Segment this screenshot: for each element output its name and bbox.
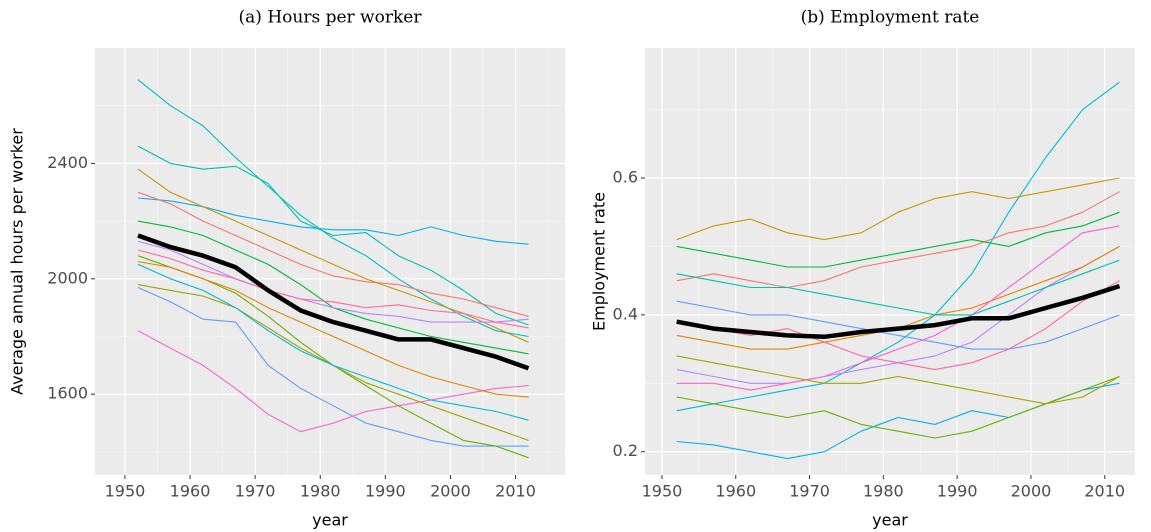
x-tick-label: 1980 <box>863 482 904 501</box>
series-line <box>137 191 529 317</box>
mean-line <box>676 283 1121 340</box>
y-axis-title: Employment rate <box>590 192 609 331</box>
series-line <box>137 249 529 329</box>
y-tick-label: 1600 <box>47 384 88 403</box>
x-tick-label: 2010 <box>495 482 536 501</box>
x-tick-label: 1970 <box>235 482 276 501</box>
series-line <box>137 330 529 433</box>
x-tick-label: 1990 <box>937 482 978 501</box>
x-tick-label: 1960 <box>170 482 211 501</box>
x-tick-label: 1970 <box>789 482 830 501</box>
series-line <box>676 300 1120 350</box>
x-tick-label: 1960 <box>715 482 756 501</box>
x-tick-label: 1990 <box>365 482 406 501</box>
series-line <box>676 355 1120 405</box>
series-line <box>137 260 529 398</box>
series-line <box>137 79 529 338</box>
x-tick-label: 1950 <box>642 482 683 501</box>
y-tick-label: 2000 <box>47 268 88 287</box>
series-line <box>676 191 1120 289</box>
x-axis-title: year <box>872 511 908 530</box>
y-tick-label: 0.4 <box>613 304 638 323</box>
series-line <box>676 177 1120 241</box>
series-line <box>137 240 529 323</box>
mean-line <box>137 233 530 371</box>
series-line <box>137 263 529 421</box>
y-tick-label: 0.2 <box>613 441 638 460</box>
x-tick-label: 1980 <box>300 482 341 501</box>
series-line <box>137 145 529 326</box>
y-tick-label: 2400 <box>47 153 88 172</box>
series-line <box>676 211 1120 268</box>
x-tick-label: 2000 <box>1011 482 1052 501</box>
series-line <box>676 225 1120 391</box>
y-axis-title: Average annual hours per worker <box>8 128 27 395</box>
series-line <box>676 81 1120 412</box>
series-line <box>676 280 1120 371</box>
x-axis-title: year <box>312 511 348 530</box>
x-tick-label: 1950 <box>105 482 146 501</box>
series-line <box>676 259 1120 316</box>
y-tick-label: 0.6 <box>613 168 638 187</box>
x-tick-label: 2010 <box>1084 482 1125 501</box>
series-line <box>137 286 529 447</box>
panel-title: (b) Employment rate <box>801 8 980 28</box>
x-tick-label: 2000 <box>430 482 471 501</box>
panel-title: (a) Hours per worker <box>239 8 423 28</box>
